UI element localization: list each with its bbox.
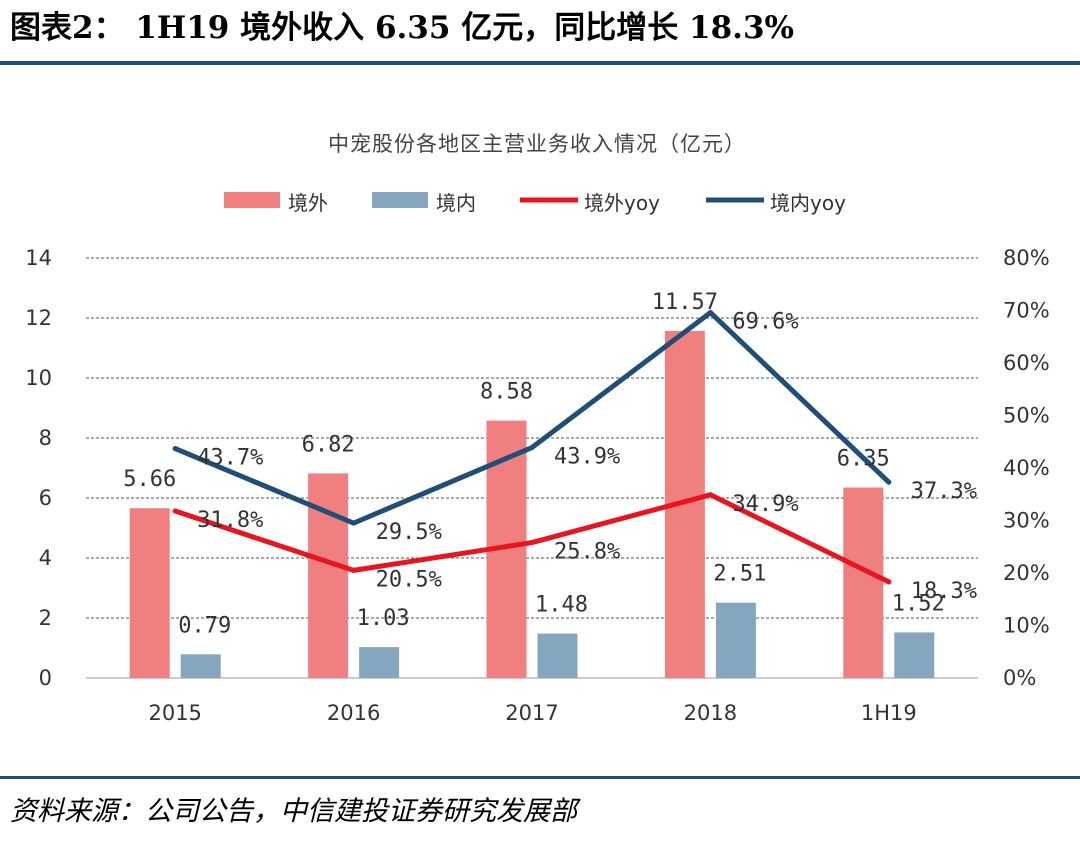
bar-data-label: 1.52 [892,591,945,616]
chart-title: 中宠股份各地区主营业务收入情况（亿元） [328,132,746,156]
revenue-chart: 中宠股份各地区主营业务收入情况（亿元） 境外 境内 境外yoy 境内yoy 0 2 4 6 8… [25,132,1050,725]
y-left-tick-label: 12 [25,306,52,330]
line-data-label: 43.9% [554,445,620,470]
top-rule [0,61,1080,65]
y-right-tick-label: 60% [1003,351,1050,375]
lines [172,310,892,585]
x-tick-label: 1H19 [861,701,917,725]
y-left-tick-label: 6 [39,486,52,510]
legend-label: 境内yoy [770,191,846,215]
line-point [172,446,178,452]
line-data-label: 29.5% [376,520,442,545]
chart-legend: 境外 境内 境外yoy 境内yoy [224,191,846,215]
line-point [172,508,178,514]
line-point [707,492,713,498]
bar [180,654,221,678]
bar [843,487,884,678]
line-point [351,520,357,526]
bars [129,330,935,678]
line-data-label: 69.6% [732,310,798,335]
line-point [529,540,535,546]
line-data-label: 37.3% [911,479,977,504]
x-tick-label: 2015 [148,701,201,725]
y-left-tick-label: 8 [39,426,52,450]
x-axis: 2015 2016 2017 2018 1H19 [148,701,916,725]
y-right-tick-label: 30% [1003,509,1050,533]
y-left-tick-label: 4 [39,546,52,570]
y-left-tick-label: 2 [39,606,52,630]
y-left-tick-label: 10 [25,366,52,390]
legend-label: 境外 [288,191,328,215]
bar-data-label: 1.03 [357,606,410,631]
y-right-tick-label: 40% [1003,456,1050,480]
line-data-label: 25.8% [554,540,620,565]
line-point [707,310,713,316]
line-point [886,479,892,485]
y-right-tick-label: 70% [1003,299,1050,323]
line-data-label: 43.7% [197,446,263,471]
line-data-label: 34.9% [732,492,798,517]
bottom-rule [0,776,1080,779]
bar-data-label: 11.57 [652,290,718,315]
source-note: 资料来源：公司公告，中信建投证券研究发展部 [10,796,577,827]
line-point [886,579,892,585]
x-tick-label: 2018 [684,701,737,725]
line-point [529,445,535,451]
legend-swatch [224,192,280,208]
y-left-tick-label: 14 [25,246,52,270]
y-left-tick-label: 0 [39,666,52,690]
x-tick-label: 2016 [327,701,380,725]
x-tick-label: 2017 [505,701,558,725]
bar-data-label: 1.48 [535,593,588,618]
line-data-label: 18.3% [911,579,977,604]
bar-data-label: 2.51 [713,562,766,587]
y-axis-left: 0 2 4 6 8 10 12 14 [25,246,52,690]
gridlines [86,257,978,679]
y-right-tick-label: 0% [1003,666,1036,690]
bar-data-label: 8.58 [480,380,533,405]
legend-label: 境外yoy [584,191,660,215]
bar-data-label: 0.79 [178,613,231,638]
line-data-label: 31.8% [197,508,263,533]
y-axis-right: 0% 10% 20% 30% 40% 50% 60% 70% 80% [1003,246,1050,690]
y-right-tick-label: 50% [1003,404,1050,428]
y-right-tick-label: 10% [1003,614,1050,638]
legend-swatch [372,192,428,208]
bar-data-label: 6.82 [302,432,355,457]
line-point [351,567,357,573]
data-labels: 5.66 6.82 8.58 11.57 6.35 0.79 1.03 1.48 2.51 1.5… [123,290,977,638]
bar [537,633,578,678]
legend-label: 境内 [436,191,476,215]
bar [359,647,400,678]
line-data-label: 20.5% [376,567,442,592]
y-right-tick-label: 20% [1003,561,1050,585]
page-title: 图表2： 1H19 境外收入 6.35 亿元，同比增长 18.3% [10,10,794,46]
bar-data-label: 6.35 [837,447,890,472]
y-right-tick-label: 80% [1003,246,1050,270]
bar-data-label: 5.66 [123,467,176,492]
bar [715,602,756,678]
bar [129,508,170,678]
bar [894,632,935,678]
